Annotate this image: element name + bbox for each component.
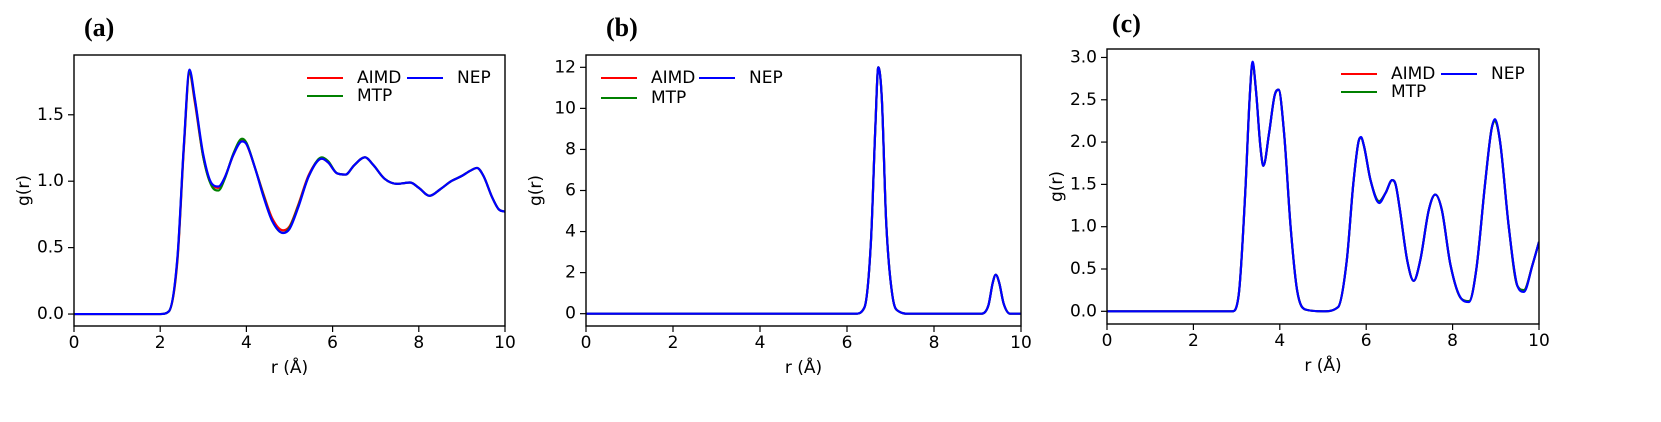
x-axis-label: r (Å) [1304,354,1341,376]
x-tick-label: 6 [327,333,338,353]
legend-label: NEP [457,68,491,88]
series-line-nep [586,66,1021,315]
y-tick-label: 1.0 [37,171,64,191]
y-tick-label: 2.5 [1070,90,1097,110]
x-tick-label: 2 [155,333,166,353]
y-tick-label: 4 [565,222,576,242]
legend-item-mtp: MTP [307,86,392,106]
y-tick-label: 12 [554,57,576,77]
panel-label: (a) [84,13,114,42]
x-tick-label: 4 [1274,331,1285,351]
series-line-nep [74,68,505,316]
y-tick-label: 1.0 [1070,217,1097,237]
series-line-mtp [1107,62,1539,313]
legend-item-nep: NEP [699,68,783,88]
legend-label: NEP [749,68,783,88]
y-axis-label: g(r) [526,175,546,206]
x-tick-label: 4 [241,333,252,353]
legend-item-nep: NEP [407,68,491,88]
legend-label: NEP [1491,64,1525,84]
legend-label: MTP [1391,82,1426,102]
y-tick-label: 0.0 [37,304,64,324]
y-tick-label: 6 [565,181,576,201]
legend-label: AIMD [357,68,401,88]
y-tick-label: 2.0 [1070,132,1097,152]
series-line-aimd [1107,62,1539,313]
panel-label: (c) [1112,9,1141,38]
legend-label: MTP [651,88,686,108]
x-tick-label: 2 [668,333,679,353]
x-tick-label: 0 [69,333,80,353]
x-tick-label: 2 [1188,331,1199,351]
y-tick-label: 0.5 [37,238,64,258]
y-tick-label: 8 [565,139,576,159]
x-axis-label: r (Å) [271,356,308,378]
legend-item-mtp: MTP [601,88,686,108]
legend-label: MTP [357,86,392,106]
legend-item-aimd: AIMD [1341,64,1435,84]
legend-item-nep: NEP [1441,64,1525,84]
y-tick-label: 1.5 [37,105,64,125]
legend-item-aimd: AIMD [601,68,695,88]
panel-c: (c) 0 2 4 6 8 10 0.0 0.5 1.0 1.5 2.0 2.5 3.0 r (Å) g(r)… [1047,9,1550,376]
x-tick-label: 10 [1010,333,1032,353]
y-tick-label: 1.5 [1070,174,1097,194]
legend-item-mtp: MTP [1341,82,1426,102]
x-axis-label: r (Å) [785,356,822,378]
x-tick-label: 6 [842,333,853,353]
y-axis-label: g(r) [14,175,34,206]
plot-frame [73,54,506,327]
series-line-nep [1107,60,1539,313]
x-tick-label: 8 [929,333,940,353]
y-tick-label: 10 [554,98,576,118]
x-tick-label: 8 [1447,331,1458,351]
legend-label: AIMD [651,68,695,88]
panel-label: (b) [606,13,638,42]
y-tick-label: 0.0 [1070,301,1097,321]
x-tick-label: 10 [494,333,516,353]
x-tick-label: 0 [1102,331,1113,351]
y-tick-label: 3.0 [1070,47,1097,67]
y-tick-label: 0 [565,304,576,324]
series-lines [1107,60,1539,313]
x-tick-label: 4 [755,333,766,353]
x-tick-label: 0 [581,333,592,353]
legend-item-aimd: AIMD [307,68,401,88]
y-axis-label: g(r) [1047,171,1067,202]
y-tick-label: 0.5 [1070,259,1097,279]
y-tick-label: 2 [565,263,576,283]
legend-label: AIMD [1391,64,1435,84]
series-lines [586,66,1021,315]
x-tick-label: 10 [1528,331,1550,351]
series-lines [74,68,505,316]
plot-frame [1106,48,1540,325]
series-line-mtp [74,71,505,316]
x-tick-label: 8 [413,333,424,353]
series-line-aimd [74,72,505,316]
x-tick-label: 6 [1361,331,1372,351]
